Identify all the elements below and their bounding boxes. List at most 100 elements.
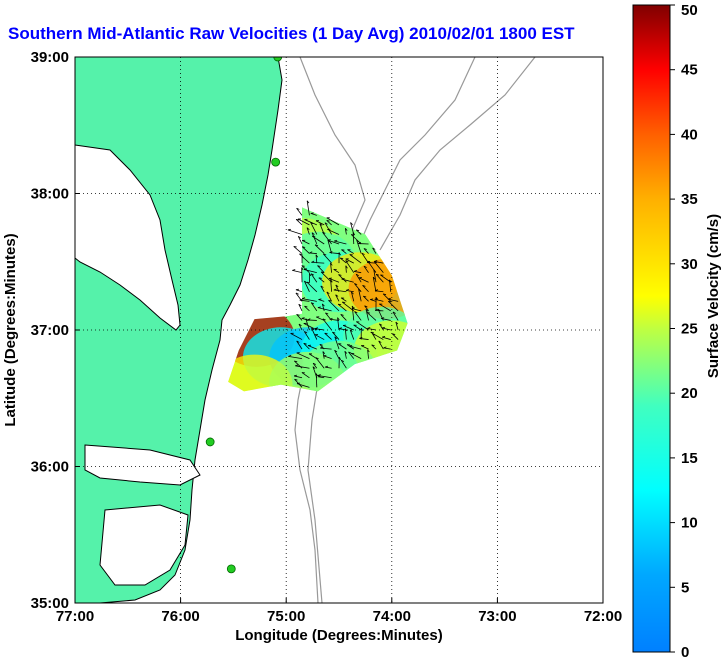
vector-arrowhead xyxy=(363,248,367,250)
x-axis-label: Longitude (Degrees:Minutes) xyxy=(235,627,443,644)
vector-arrowhead xyxy=(319,343,323,346)
vector-arrow xyxy=(328,278,340,283)
vector-arrowhead xyxy=(378,340,382,343)
vector-arrowhead xyxy=(332,331,336,334)
vector-arrowhead xyxy=(349,329,353,333)
vector-arrow xyxy=(372,333,377,340)
vector-arrowhead xyxy=(296,314,300,316)
colorbar-tick-label: 15 xyxy=(681,450,698,467)
vector-arrow xyxy=(315,254,318,264)
vector-arrowhead xyxy=(353,270,357,272)
vector-arrow xyxy=(370,331,384,340)
vector-arrow xyxy=(322,318,332,331)
vector-arrow xyxy=(382,336,391,340)
vector-arrow xyxy=(317,307,332,312)
vector-arrow xyxy=(306,200,310,216)
vector-arrowhead xyxy=(309,251,313,254)
vector-arrowhead xyxy=(301,267,304,271)
vector-arrow xyxy=(345,289,354,293)
x-tick-label: 77:00 xyxy=(56,608,94,625)
vector-arrow xyxy=(309,252,317,254)
vector-arrow xyxy=(351,353,362,360)
vector-arrowhead xyxy=(365,308,369,312)
vector-arrow xyxy=(346,344,355,350)
vector-arrow xyxy=(297,218,310,226)
vector-arrowhead xyxy=(324,332,328,335)
vector-arrowhead xyxy=(338,274,342,276)
vector-arrow xyxy=(334,350,340,359)
vector-arrow xyxy=(349,329,355,340)
vector-arrow xyxy=(315,220,325,226)
vector-arrow xyxy=(312,366,318,378)
vector-arrowhead xyxy=(298,303,302,307)
vector-arrow xyxy=(338,328,347,331)
colorbar-tick-label: 5 xyxy=(681,579,689,596)
vector-arrow xyxy=(329,318,340,321)
vector-arrow xyxy=(311,262,325,264)
vector-arrowhead xyxy=(335,284,339,288)
vector-arrowhead xyxy=(302,297,306,299)
vector-arrowhead xyxy=(320,346,324,349)
vector-arrowhead xyxy=(367,327,371,329)
vector-arrowhead xyxy=(354,311,358,314)
y-axis: 35:00 36:00 37:00 38:00 39:00 xyxy=(31,49,80,612)
vector-arrow xyxy=(318,299,325,302)
vector-arrow xyxy=(337,303,347,312)
vector-arrow xyxy=(342,301,355,312)
vector-arrow xyxy=(315,357,325,369)
vector-arrowhead xyxy=(341,277,345,280)
vector-arrow xyxy=(295,365,310,369)
vector-arrow xyxy=(303,323,318,331)
vector-arrow xyxy=(322,231,332,245)
y-tick-label: 36:00 xyxy=(31,459,69,476)
vector-arrowhead xyxy=(340,314,344,316)
vector-arrow xyxy=(320,347,332,350)
vector-arrowhead xyxy=(382,336,386,338)
vector-arrowhead xyxy=(314,244,319,246)
vector-arrow xyxy=(310,213,317,216)
vector-arrowhead xyxy=(338,252,341,256)
vector-arrowhead xyxy=(319,223,323,226)
vector-arrow xyxy=(311,235,325,245)
vector-arrow xyxy=(344,228,347,235)
pamlico-sound xyxy=(99,504,189,586)
vector-arrow xyxy=(392,333,399,340)
vector-arrow xyxy=(380,274,391,283)
vector-arrowhead xyxy=(320,271,325,274)
vector-arrow xyxy=(338,274,347,283)
vector-arrow xyxy=(328,300,340,312)
x-axis: 77:00 76:00 75:00 74:00 73:00 72:00 xyxy=(56,598,622,625)
vector-arrowhead xyxy=(354,283,358,285)
vector-arrowhead xyxy=(345,289,349,291)
vector-arrow xyxy=(349,254,362,264)
vector-arrow xyxy=(327,228,340,235)
vector-arrow xyxy=(367,262,376,264)
vector-arrowhead xyxy=(326,291,330,295)
vector-arrowhead xyxy=(317,306,321,309)
vector-arrowhead xyxy=(294,360,298,363)
vector-arrowhead xyxy=(298,323,302,327)
colorbar-tick-label: 35 xyxy=(681,191,698,208)
vector-arrow xyxy=(373,269,377,283)
vector-arrow xyxy=(351,308,362,312)
vector-arrow xyxy=(296,207,303,216)
vector-arrowhead xyxy=(304,280,308,284)
vector-arrow xyxy=(320,271,332,283)
vector-arrowhead xyxy=(294,378,298,381)
vector-arrow xyxy=(372,247,377,254)
vector-arrow xyxy=(378,340,384,350)
vector-arrow xyxy=(395,321,399,331)
bathymetry-contour-shelf xyxy=(379,57,536,251)
vector-arrow xyxy=(290,332,303,340)
x-tick-label: 73:00 xyxy=(478,608,516,625)
vector-arrowhead xyxy=(315,357,319,360)
vector-arrow xyxy=(296,352,310,360)
vector-arrowhead xyxy=(388,300,392,303)
vector-arrowhead xyxy=(317,265,321,267)
vector-arrow xyxy=(324,222,332,235)
vector-arrowhead xyxy=(374,308,379,311)
vector-arrow xyxy=(308,353,318,360)
colorbar-tick-label: 30 xyxy=(681,256,698,273)
vector-arrowhead xyxy=(296,340,300,343)
vector-arrowhead xyxy=(293,246,297,248)
